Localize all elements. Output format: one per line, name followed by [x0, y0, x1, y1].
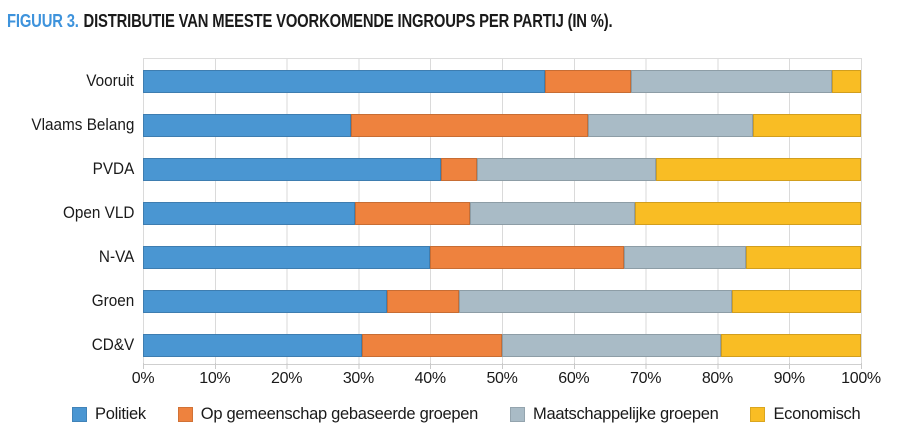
bar-segment — [501, 334, 721, 357]
bar-track — [143, 158, 861, 181]
bar-segment — [731, 290, 861, 313]
bar-segment — [746, 246, 861, 269]
x-axis-tick-label: 40% — [414, 370, 446, 387]
bar-track — [143, 202, 861, 225]
legend-item: Op gemeenschap gebaseerde groepen — [177, 405, 479, 424]
legend-swatch — [750, 407, 766, 422]
bar-segment — [469, 202, 635, 225]
y-axis-label: N-VA — [98, 247, 134, 266]
bar-segment — [143, 246, 431, 269]
bar-track — [143, 114, 861, 137]
y-axis-label: PVDA — [92, 159, 134, 178]
bar-segment — [631, 70, 833, 93]
legend: Politiek Op gemeenschap gebaseerde groepe… — [72, 405, 890, 424]
figure-number: FIGUUR 3. — [7, 10, 79, 31]
x-axis-tick-label: 30% — [342, 370, 374, 387]
x-axis-tick-label: 20% — [271, 370, 303, 387]
x-axis-tick-label: 100% — [841, 370, 881, 387]
y-axis-label: Open VLD — [62, 203, 134, 222]
y-axis-label: CD&V — [91, 335, 134, 354]
y-axis-label: Vooruit — [86, 71, 134, 90]
legend-swatch — [177, 407, 193, 422]
x-axis: 0% 10% 20% 30% 40% 50% 60% 70% 80% 90% 100% — [132, 370, 881, 390]
bar-segment — [143, 334, 362, 357]
bar-segment — [832, 70, 861, 93]
bar-segment — [440, 158, 477, 181]
figure-title: FIGUUR 3. DISTRIBUTIE VAN MEESTE VOORKOME… — [7, 10, 613, 32]
bar-segment — [588, 114, 754, 137]
legend-swatch — [72, 407, 87, 422]
legend-label: Politiek — [95, 405, 146, 423]
x-axis-ticks — [143, 363, 862, 369]
x-axis-tick-label: 50% — [486, 370, 518, 387]
bar-track — [143, 246, 861, 269]
x-axis-tick-label: 60% — [558, 370, 590, 387]
x-axis-tick-label: 10% — [199, 370, 231, 387]
x-axis-tick-label: 0% — [131, 370, 155, 387]
legend-item: Economisch — [750, 405, 861, 424]
bar-segment — [545, 70, 632, 93]
bar-segment — [143, 158, 441, 181]
bar-segment — [387, 290, 459, 313]
bar-segment — [361, 334, 502, 357]
bar-track — [143, 334, 861, 357]
x-axis-tick-label: 90% — [773, 370, 805, 387]
y-axis-label: Groen — [91, 291, 134, 310]
bar-segment — [354, 202, 470, 225]
bar-segment — [143, 290, 388, 313]
bar-track — [143, 290, 861, 313]
bar-track — [143, 70, 861, 93]
bar-segment — [143, 114, 352, 137]
y-axis-label: Vlaams Belang — [31, 115, 134, 134]
bar-segment — [753, 114, 861, 137]
bar-segment — [720, 334, 861, 357]
x-axis-tick-label: 70% — [630, 370, 662, 387]
bar-segment — [476, 158, 657, 181]
plot-area — [143, 58, 862, 365]
figure-title-text: DISTRIBUTIE VAN MEESTE VOORKOMENDE INGRO… — [83, 10, 613, 31]
bar-segment — [656, 158, 861, 181]
legend-label: Op gemeenschap gebaseerde groepen — [200, 405, 479, 423]
legend-swatch — [510, 407, 526, 422]
bar-segment — [143, 70, 546, 93]
bar-segment — [624, 246, 747, 269]
legend-item: Maatschappelijke groepen — [510, 405, 719, 424]
legend-label: Economisch — [773, 405, 861, 423]
legend-item: Politiek — [72, 405, 146, 424]
legend-label: Maatschappelijke groepen — [533, 405, 719, 423]
bar-segment — [351, 114, 589, 137]
x-axis-tick-label: 80% — [701, 370, 733, 387]
bar-segment — [634, 202, 861, 225]
bar-segment — [458, 290, 732, 313]
bar-segment — [430, 246, 625, 269]
bar-segment — [143, 202, 355, 225]
